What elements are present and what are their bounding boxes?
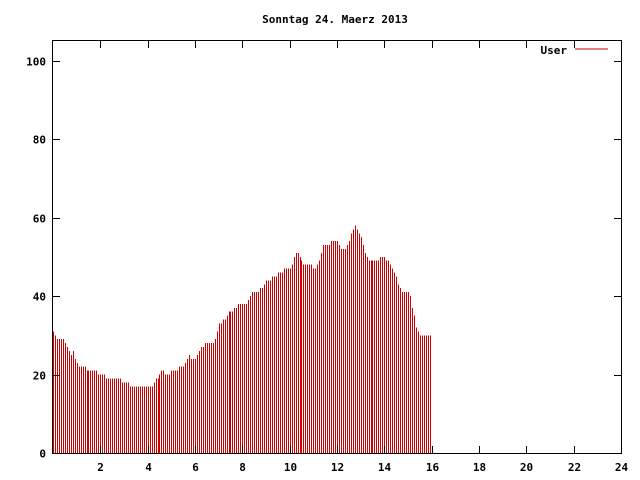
x-tick-label: 14 xyxy=(378,461,392,474)
x-tick-label: 10 xyxy=(284,461,297,474)
bar-series-user xyxy=(53,225,431,453)
y-tick-label: 100 xyxy=(26,56,46,69)
y-tick-label: 60 xyxy=(33,213,46,226)
x-tick-label: 20 xyxy=(520,461,533,474)
y-tick-label: 0 xyxy=(39,448,46,461)
x-tick-label: 12 xyxy=(331,461,344,474)
x-tick-label: 22 xyxy=(568,461,581,474)
y-tick-label: 40 xyxy=(33,291,46,304)
x-tick-label: 24 xyxy=(615,461,629,474)
x-tick-label: 18 xyxy=(473,461,486,474)
legend-label-user: User xyxy=(541,44,568,57)
x-tick-label: 8 xyxy=(239,461,246,474)
chart-title: Sonntag 24. Maerz 2013 xyxy=(262,13,408,26)
plot-frame xyxy=(52,40,622,454)
x-tick-label: 2 xyxy=(97,461,104,474)
x-tick-label: 16 xyxy=(426,461,440,474)
x-tick-label: 4 xyxy=(145,461,152,474)
x-tick-label: 6 xyxy=(192,461,199,474)
y-tick-label: 20 xyxy=(33,370,46,383)
legend: User xyxy=(541,44,608,57)
y-tick-label: 80 xyxy=(33,134,46,147)
